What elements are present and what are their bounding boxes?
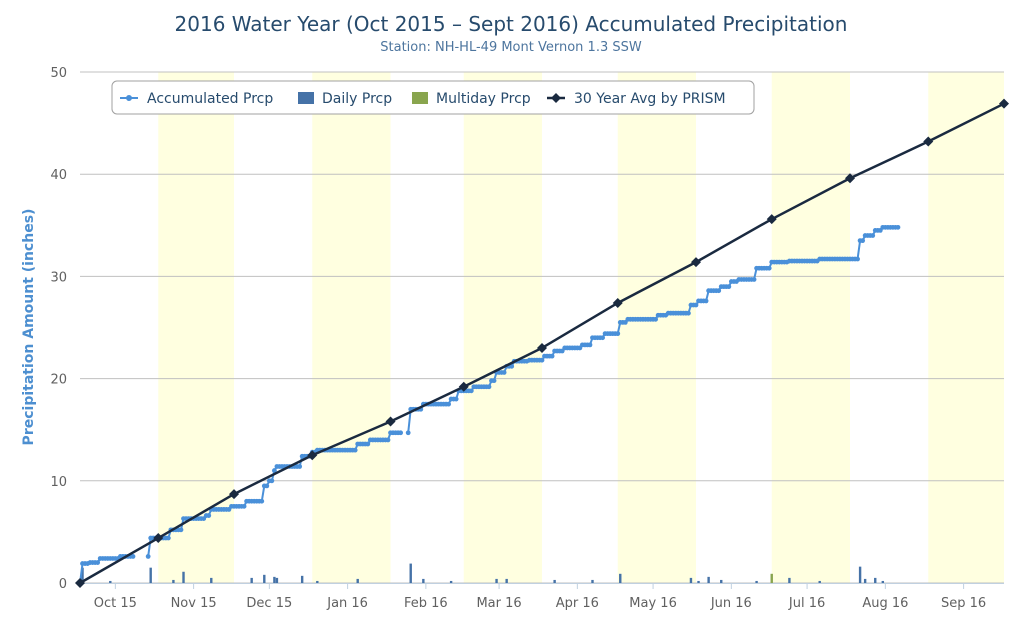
daily-prcp-bar [619,573,622,583]
daily-prcp-bar [720,579,723,583]
month-band [312,72,391,583]
month-band [617,72,696,583]
x-tick-label: Apr 16 [556,596,599,611]
chart-subtitle: Station: NH-HL-49 Mont Vernon 1.3 SSW [380,40,642,55]
y-tick-label: 30 [50,270,67,285]
daily-prcp-bar [495,578,498,583]
legend-box [111,80,755,115]
y-tick-label: 20 [50,373,67,388]
month-band [463,72,542,583]
x-tick-label: Feb 16 [404,596,448,611]
y-tick-label: 0 [59,577,67,592]
month-bands [158,72,1004,583]
avg-point [923,136,934,147]
daily-prcp-bar [858,566,862,583]
x-tick-label: May 16 [629,596,677,611]
x-tick-label: Dec 15 [246,596,292,611]
daily-prcp-bar [449,580,453,583]
legend-symbol [298,92,314,104]
x-tick-label: Jun 16 [710,596,752,611]
legend-label: Daily Prcp [322,91,392,107]
avg-series [75,98,1009,588]
avg-point [766,214,777,225]
daily-prcp-bar [109,580,112,583]
daily-prcp-bar [210,577,213,583]
daily-prcp-bar [149,567,152,583]
x-tick-label: Nov 15 [171,596,217,611]
x-tick-labels: Oct 15 Nov 15 Dec 15 Jan 16 Feb 16 Mar 16 Apr … [94,583,986,611]
daily-prcp-bar [182,571,185,583]
avg-point [75,578,85,588]
daily-prcp-bar [697,580,700,583]
accumulated-line [856,240,862,260]
month-band [928,72,1004,583]
multiday-prcp-bar [770,573,773,583]
daily-prcp-bar [755,580,758,583]
x-tick-label: Aug 16 [862,596,908,611]
daily-prcp-bar [863,578,867,583]
y-tick-labels: 0 10 20 30 40 50 [50,66,67,592]
daily-prcp-bar [553,579,556,583]
daily-prcp-bar [316,580,319,583]
x-tick-label: Mar 16 [476,596,521,611]
legend-label: Multiday Prcp [436,91,531,107]
legend: Accumulated Prcp Daily Prcp Multiday Prcp 3… [111,80,755,115]
y-tick-label: 40 [50,168,67,183]
legend-label: Accumulated Prcp [147,91,273,107]
avg-point [153,533,164,544]
daily-prcp-bar [591,579,594,583]
x-tick-label: Sep 16 [941,596,986,611]
daily-prcp-bar [788,577,791,583]
y-axis-label: Precipitation Amount (inches) [21,209,37,446]
daily-prcp-bar [505,578,508,583]
avg-point [229,489,239,500]
x-tick-label: Oct 15 [94,596,137,611]
accumulated-point [855,256,860,262]
daily-prcp-bar [874,577,877,583]
daily-prcp-bar [300,575,304,583]
daily-prcp-bar [356,578,359,583]
chart-title: 2016 Water Year (Oct 2015 – Sept 2016) A… [175,12,848,36]
accumulated-point [398,430,404,436]
daily-bars [81,563,885,583]
avg-point [458,381,469,392]
avg-point [845,173,855,184]
accumulated-point [895,224,901,230]
avg-point [999,98,1009,109]
daily-prcp-bar [172,579,175,583]
daily-prcp-bar [818,580,821,583]
daily-prcp-bar [409,563,412,583]
avg-point [307,450,318,461]
daily-prcp-bar [881,580,885,583]
legend-marker [126,95,132,101]
daily-prcp-bar [250,577,253,583]
x-tick-label: Jul 16 [788,596,825,611]
x-tick-label: Jan 16 [326,596,368,611]
daily-prcp-bar [263,574,266,583]
avg-point [612,297,623,308]
daily-prcp-bar [275,577,279,583]
daily-prcp-bar [81,567,84,583]
month-band [158,72,234,583]
accumulated-point [130,554,136,559]
y-tick-label: 10 [50,475,67,490]
legend-label: 30 Year Avg by PRISM [574,91,726,107]
daily-prcp-bar [689,577,693,583]
accumulated-line [260,485,266,502]
grid-lines [80,71,1004,584]
daily-prcp-bar [422,578,425,583]
avg-point [385,416,396,427]
legend-symbol [412,92,428,104]
accumulated-line [147,537,152,557]
daily-prcp-bar [273,576,276,583]
avg-point [537,342,547,353]
month-band [771,72,850,583]
daily-prcp-bar [707,576,710,583]
legend-marker [551,93,561,103]
avg-point [691,257,701,268]
y-tick-label: 50 [50,66,67,81]
